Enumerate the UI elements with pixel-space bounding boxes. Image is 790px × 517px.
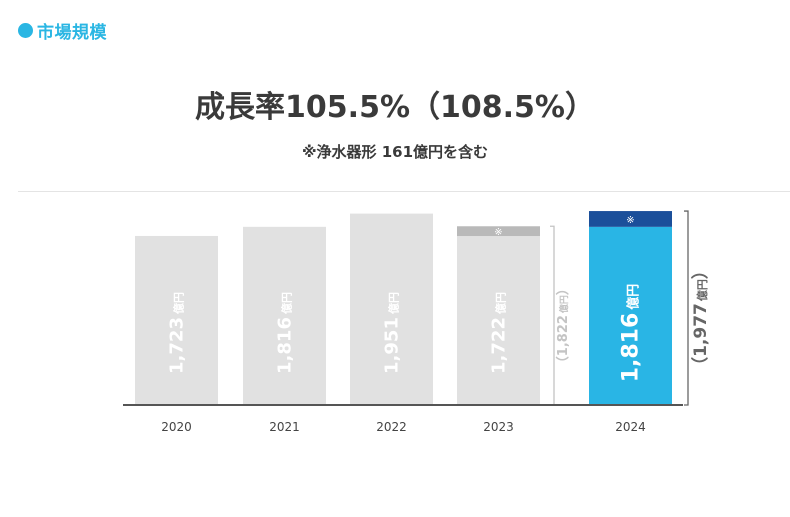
total-bracket-2024 <box>684 210 689 406</box>
value-label-2021: 1,816億円 <box>275 292 296 374</box>
bar-2022 <box>350 213 433 405</box>
bar-2021 <box>243 226 326 405</box>
value-label-2023: 1,722億円 <box>489 292 510 374</box>
bar-extra-2023 <box>457 226 540 237</box>
value-label-2022: 1,951億円 <box>382 292 403 374</box>
section-header: 市場規模 <box>18 18 107 43</box>
divider <box>18 191 790 192</box>
total-label-2023: （1,822億円） <box>555 282 571 369</box>
bar-extra-marker-2023: ※ <box>494 227 502 238</box>
x-tick-label-2024: 2024 <box>615 420 646 434</box>
total-bracket-2023 <box>550 225 555 406</box>
bar-2023 <box>457 236 540 405</box>
x-tick-label-2021: 2021 <box>269 420 300 434</box>
section-title: 市場規模 <box>37 22 107 43</box>
total-label-2024: （1,977億円） <box>690 262 711 374</box>
bar-extra-2024 <box>589 211 672 227</box>
bullet-dot-icon <box>18 22 33 38</box>
bar-2024 <box>589 226 672 405</box>
x-tick-label-2022: 2022 <box>376 420 407 434</box>
bar-2020 <box>135 235 218 405</box>
footnote-subline: ※浄水器形 161億円を含む <box>301 143 489 161</box>
x-tick-label-2020: 2020 <box>161 420 192 434</box>
value-label-2024: 1,816億円 <box>619 284 644 383</box>
growth-rate-headline: 成長率105.5%（108.5%） <box>195 90 595 125</box>
bar-extra-marker-2024: ※ <box>626 215 634 226</box>
value-label-2020: 1,723億円 <box>167 292 188 374</box>
x-tick-label-2023: 2023 <box>483 420 514 434</box>
